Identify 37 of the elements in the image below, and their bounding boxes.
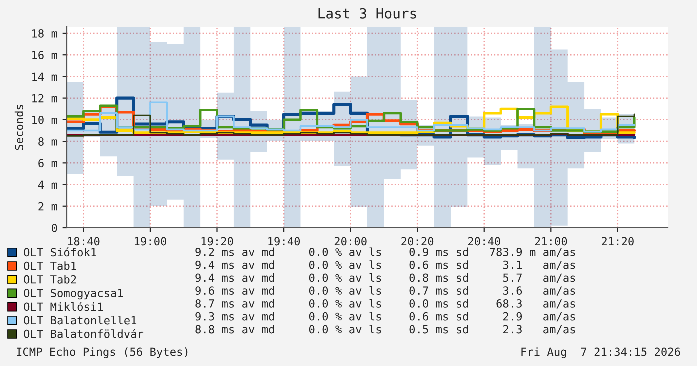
x-tick-label: 21:20 [602,237,634,246]
legend-label: OLT Somogyacsa1 [24,289,124,300]
text: ICMP Echo Pings (56 Bytes) [17,348,188,358]
text: 9.4 ms av md 0.0 % av ls 0.8 ms sd 5.7 am/as [196,273,576,284]
legend-label: OLT Tab2 [24,275,76,284]
x-tick-label: 20:40 [468,237,500,246]
y-tick-label: 4 m [38,180,58,190]
text: Fri Aug 7 21:34:15 2026 [522,348,680,358]
text: 9.6 ms av md 0.0 % av ls 0.7 ms sd 3.6 am/as [196,286,576,296]
x-tick-label: 19:40 [268,237,300,246]
legend-label: OLT Balatonföldvár [24,329,144,338]
x-tick-label: 20:20 [402,237,434,246]
y-tick-label: 12 m [32,94,58,103]
text: 9.4 ms av md 0.0 % av ls 0.6 ms sd 3.1 am/as [196,260,576,270]
x-tick-label: 20:00 [334,237,367,246]
y-axis-title: Seconds [14,105,24,150]
text: 8.8 ms av md 0.0 % av ls 0.5 ms sd 2.3 am/as [196,325,576,335]
y-tick-label: 8 m [38,138,58,146]
legend-label: OLT Tab1 [24,262,76,270]
y-tick-label: 6 m [38,159,58,168]
y-tick-label: 2 m [38,202,58,211]
x-tick-label: 19:20 [202,237,234,246]
chart-title: Last 3 Hours [318,8,416,19]
y-tick-label: 0 [52,224,58,232]
legend-label: OLT Balatonlelle1 [24,316,137,325]
legend-label: OLT Miklósi1 [24,302,104,312]
y-tick-label: 10 m [32,116,58,124]
x-tick-label: 21:00 [535,237,568,246]
y-tick-label: 16 m [32,51,58,60]
text: 9.3 ms av md 0.0 % av ls 0.6 ms sd 2.9 am/as [196,312,576,322]
y-tick-label: 18 m [32,29,58,38]
y-tick-label: 14 m [32,72,58,81]
legend-label: OLT Siófok1 [24,248,96,257]
x-tick-label: 18:40 [68,237,100,246]
x-tick-label: 19:00 [135,237,166,246]
text: 8.7 ms av md 0.0 % av ls 0.0 ms sd 68.3 am/as [196,299,576,309]
text: 9.2 ms av md 0.0 % av ls 0.9 ms sd 783.9 m am/as [196,248,576,258]
